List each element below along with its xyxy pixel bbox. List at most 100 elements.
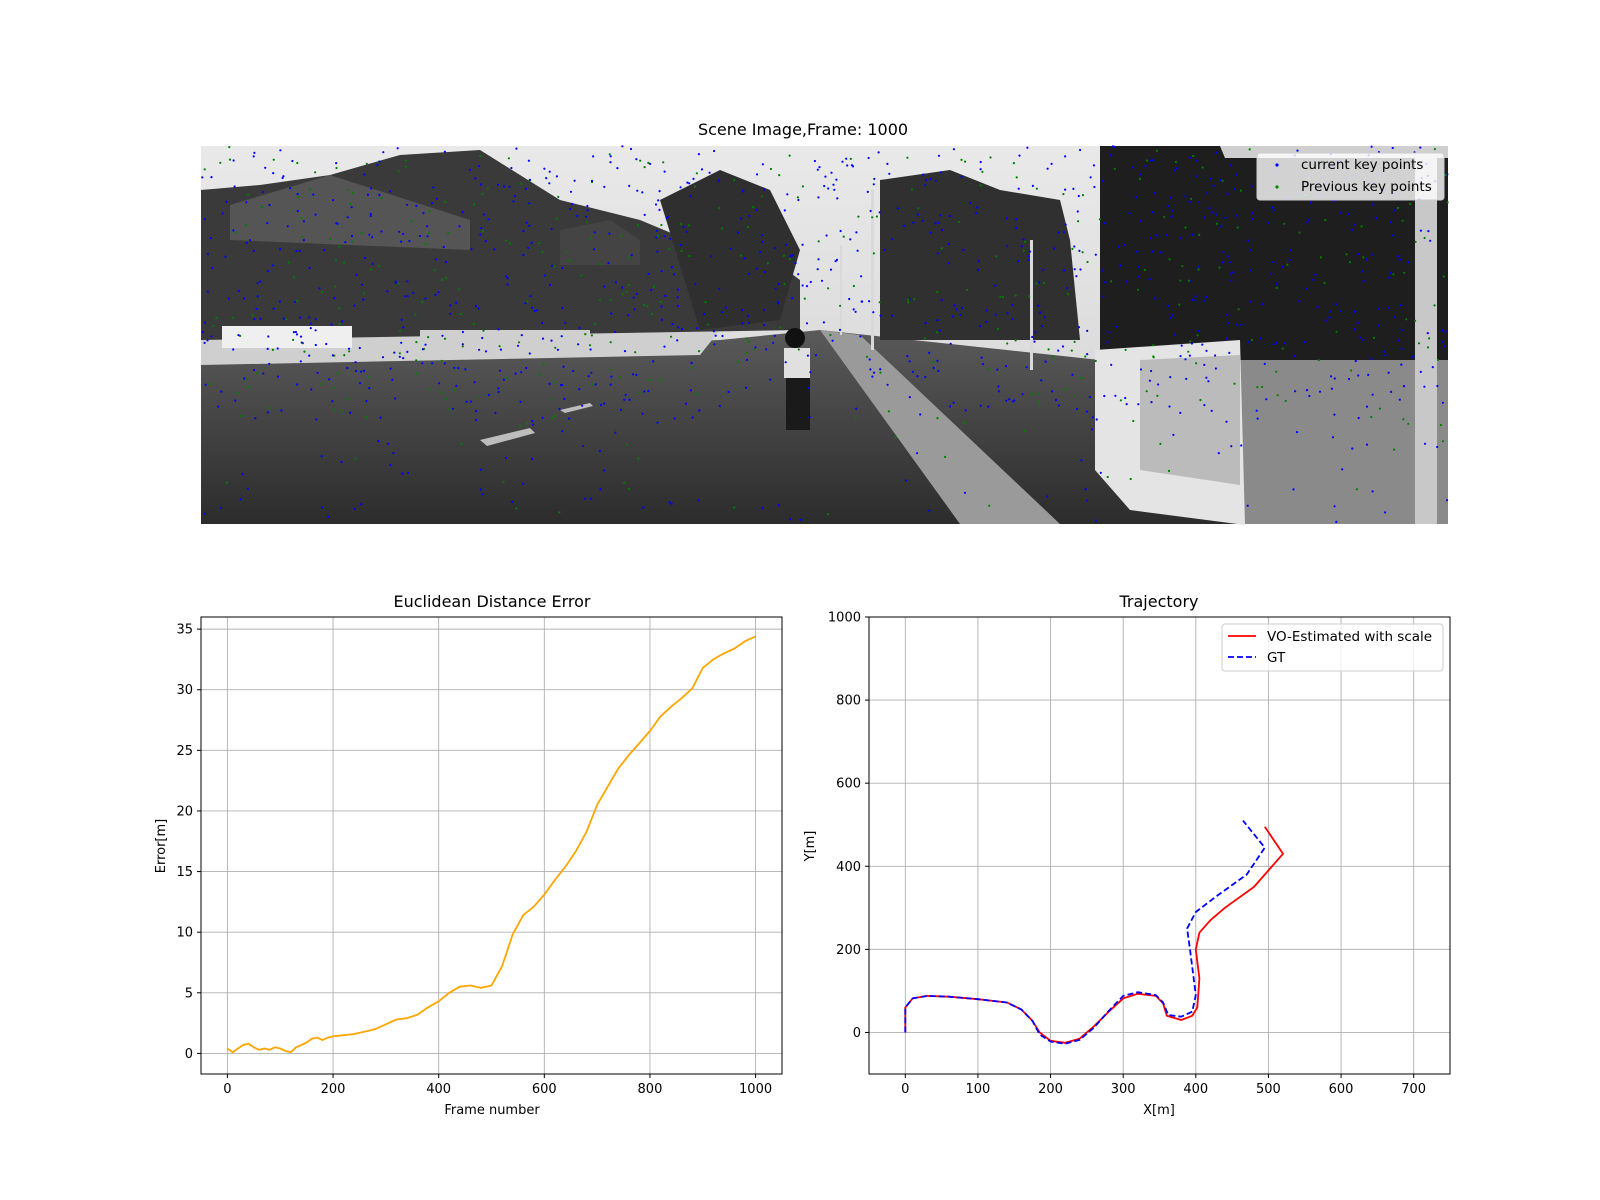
keypoint	[1226, 192, 1229, 195]
keypoint	[437, 291, 440, 294]
keypoint	[1167, 469, 1171, 472]
keypoint	[1407, 261, 1410, 264]
keypoint	[1045, 495, 1049, 498]
keypoint	[505, 376, 508, 380]
keypoint	[1205, 349, 1208, 352]
keypoint	[1187, 350, 1190, 353]
keypoint	[555, 175, 559, 178]
keypoint	[389, 367, 392, 370]
keypoint	[869, 368, 872, 371]
keypoint	[1441, 401, 1444, 404]
keypoint	[1229, 272, 1233, 275]
keypoint	[1436, 358, 1440, 361]
keypoint	[234, 231, 237, 234]
keypoint	[514, 195, 517, 198]
keypoint	[878, 211, 881, 214]
keypoint	[1236, 226, 1239, 229]
keypoint	[710, 255, 713, 258]
keypoint	[656, 250, 659, 253]
keypoint	[1188, 156, 1191, 159]
keypoint	[348, 350, 351, 353]
keypoint	[936, 290, 939, 294]
keypoint	[516, 344, 520, 347]
keypoint	[1025, 366, 1028, 369]
keypoint	[957, 220, 961, 223]
keypoint	[1444, 173, 1447, 176]
keypoint	[1078, 249, 1081, 252]
keypoint	[320, 506, 323, 509]
keypoint	[421, 301, 424, 304]
keypoint	[459, 312, 462, 316]
keypoint	[916, 213, 919, 216]
keypoint	[648, 378, 651, 381]
keypoint	[739, 254, 743, 257]
keypoint	[1207, 380, 1210, 383]
keypoint	[627, 487, 630, 491]
keypoint	[481, 336, 484, 340]
keypoint	[1335, 303, 1338, 306]
keypoint	[505, 275, 508, 278]
keypoint	[608, 232, 611, 235]
keypoint	[236, 391, 239, 394]
keypoint	[877, 151, 880, 154]
keypoint	[402, 326, 405, 329]
keypoint	[1157, 383, 1160, 386]
keypoint	[801, 243, 804, 246]
keypoint	[1094, 253, 1097, 256]
keypoint	[499, 348, 502, 351]
keypoint	[1402, 418, 1405, 421]
keypoint	[1137, 288, 1140, 291]
keypoint	[1047, 348, 1050, 351]
error-chart-ytick-label: 10	[176, 926, 193, 941]
keypoint	[525, 366, 528, 370]
keypoint	[479, 233, 482, 236]
keypoint	[940, 299, 943, 302]
keypoint	[1256, 417, 1259, 420]
keypoint	[979, 404, 982, 407]
keypoint	[1138, 219, 1142, 222]
keypoint	[406, 280, 409, 283]
keypoint	[796, 196, 800, 199]
keypoint	[510, 500, 514, 503]
keypoint	[1093, 185, 1096, 189]
keypoint	[1225, 420, 1228, 423]
keypoint	[458, 225, 461, 228]
keypoint	[1256, 386, 1259, 389]
keypoint	[625, 290, 628, 293]
keypoint	[879, 368, 882, 371]
keypoint	[1357, 253, 1360, 256]
keypoint	[481, 230, 485, 233]
keypoint	[203, 217, 206, 221]
keypoint	[797, 348, 800, 351]
keypoint	[338, 245, 341, 248]
error-chart-xtick-label: 600	[532, 1082, 557, 1097]
keypoint	[296, 299, 299, 302]
keypoint	[1433, 148, 1436, 151]
legend-marker-previous	[1275, 185, 1279, 189]
keypoint	[773, 247, 777, 250]
keypoint	[451, 407, 455, 410]
keypoint	[964, 160, 967, 163]
error-chart-ytick-label: 30	[176, 683, 193, 698]
keypoint	[609, 155, 612, 158]
keypoint	[1440, 340, 1444, 344]
keypoint	[1392, 273, 1395, 276]
trajectory-chart-xtick-label: 400	[1183, 1082, 1208, 1097]
keypoint	[791, 254, 794, 257]
keypoint	[206, 339, 209, 342]
keypoint	[635, 158, 638, 161]
keypoint	[1371, 203, 1374, 206]
keypoint	[1191, 298, 1194, 301]
keypoint	[1441, 329, 1444, 332]
keypoint	[1292, 354, 1296, 357]
keypoint	[448, 408, 451, 411]
keypoint	[760, 234, 764, 237]
keypoint	[1388, 306, 1391, 310]
keypoint	[535, 309, 539, 312]
keypoint	[296, 192, 299, 196]
keypoint	[1027, 255, 1030, 258]
keypoint	[474, 177, 477, 180]
keypoint	[1037, 392, 1041, 395]
keypoint	[1155, 149, 1158, 152]
keypoint	[545, 177, 548, 180]
